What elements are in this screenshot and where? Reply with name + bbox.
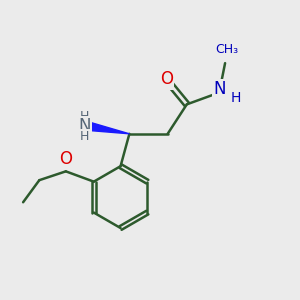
Text: O: O: [160, 70, 173, 88]
Text: H: H: [230, 91, 241, 105]
Text: H: H: [80, 130, 89, 143]
Text: N: N: [78, 117, 91, 135]
Polygon shape: [89, 122, 129, 134]
Text: N: N: [213, 80, 225, 98]
Text: CH₃: CH₃: [215, 44, 238, 56]
Text: H: H: [80, 110, 89, 123]
Text: O: O: [59, 150, 72, 168]
